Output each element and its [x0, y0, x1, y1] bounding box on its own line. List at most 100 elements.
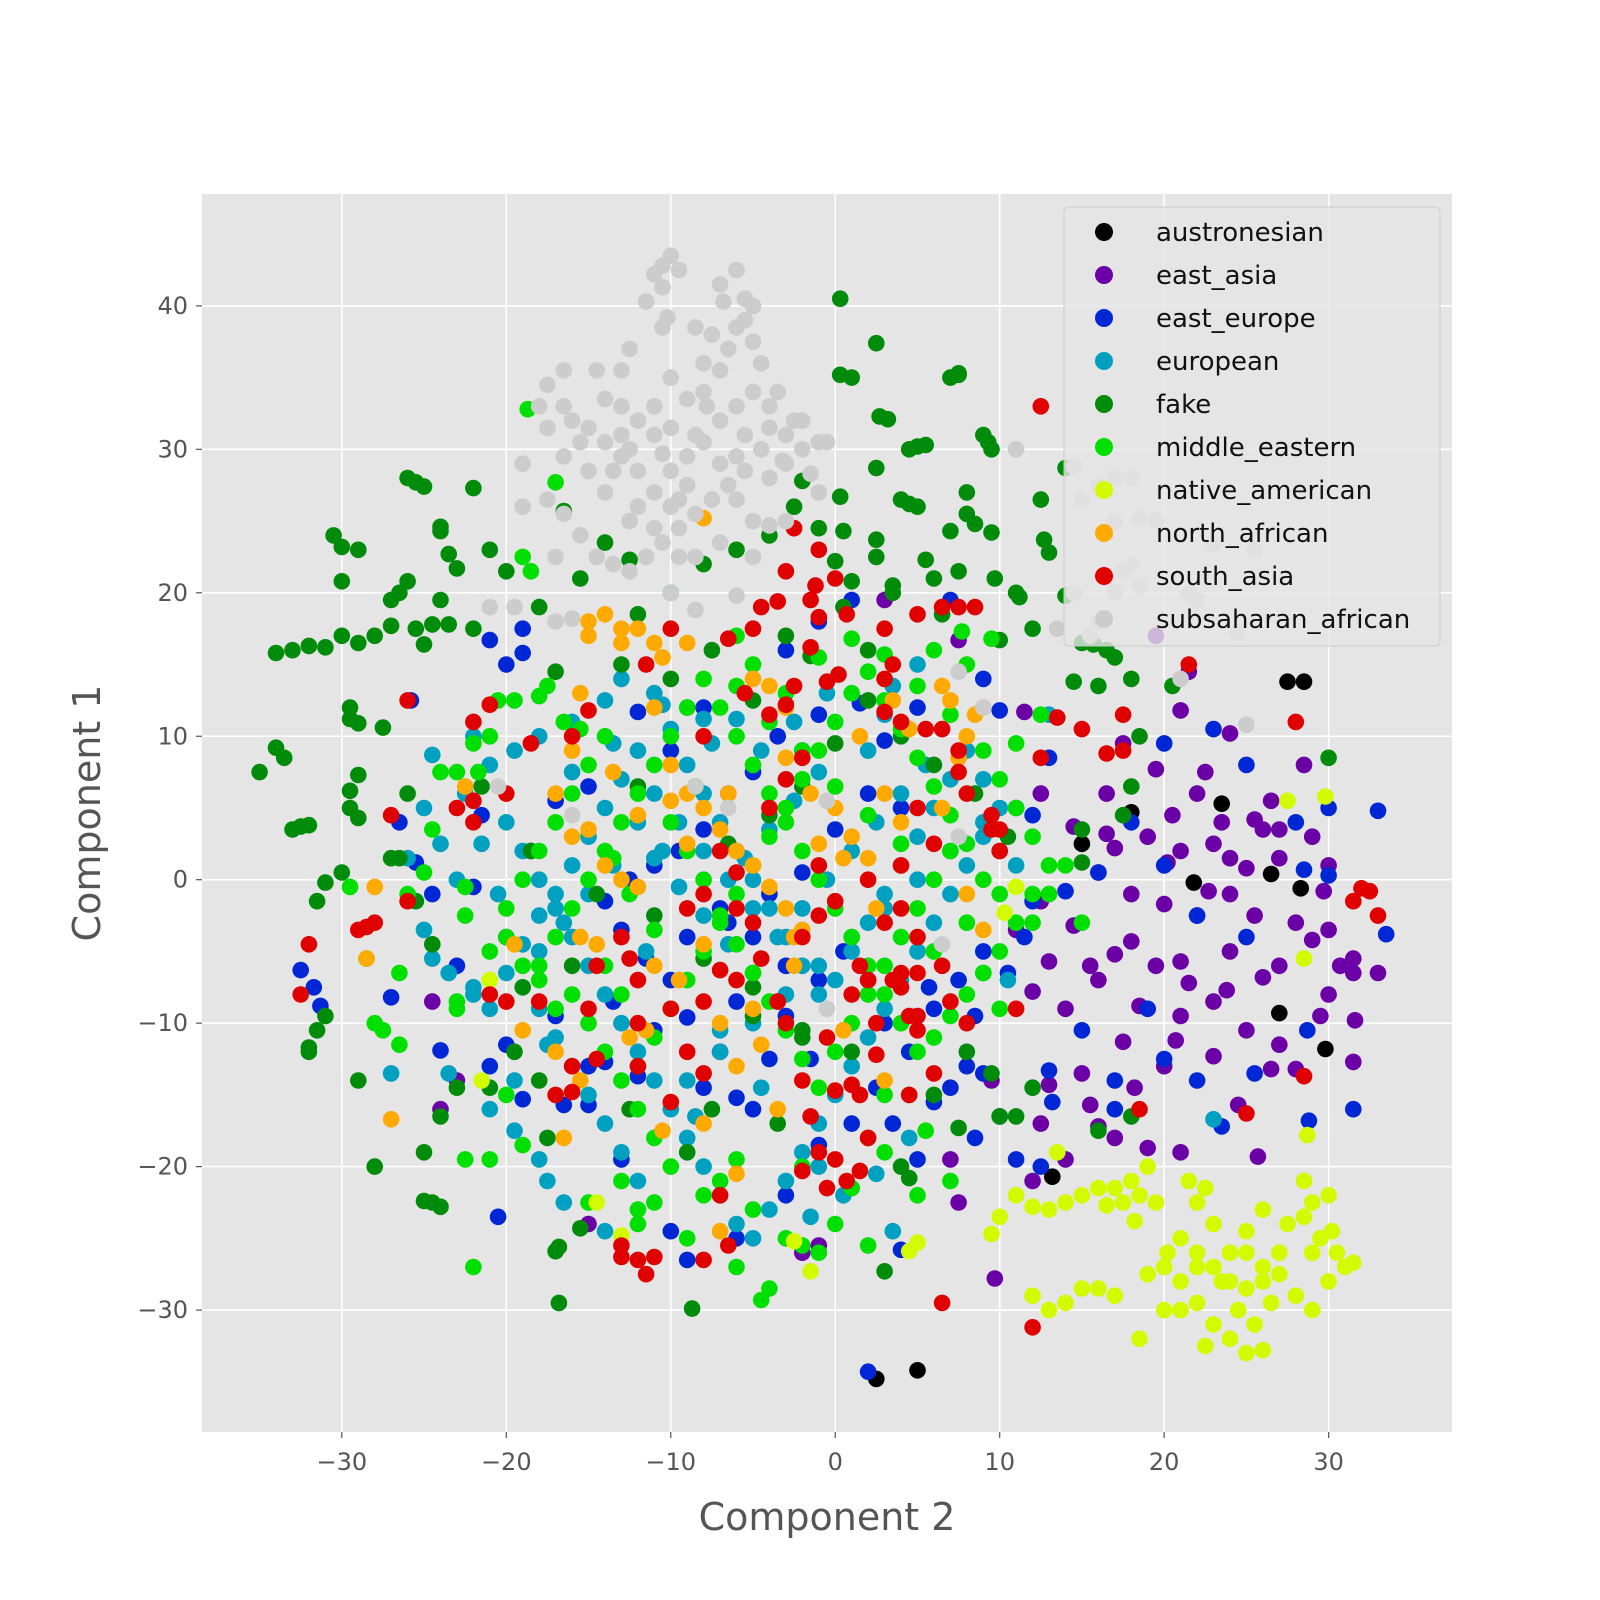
scatter-point-fake — [498, 563, 515, 580]
scatter-point-middle_eastern — [744, 756, 762, 774]
scatter-point-subsaharan_african — [761, 517, 778, 534]
scatter-point-north_african — [958, 885, 976, 903]
scatter-point-native_american — [1221, 1244, 1239, 1261]
scatter-point-european — [530, 871, 548, 888]
scatter-point-fake — [986, 570, 1004, 587]
scatter-point-fake — [983, 441, 1000, 458]
scatter-point-fake — [621, 551, 638, 569]
scatter-point-european — [810, 1158, 828, 1175]
scatter-point-middle_eastern — [876, 986, 893, 1003]
scatter-point-fake — [1035, 531, 1053, 548]
scatter-point-subsaharan_african — [794, 412, 811, 430]
scatter-point-north_african — [646, 634, 663, 652]
scatter-point-east_asia — [1271, 821, 1288, 838]
scatter-point-fake — [1073, 854, 1091, 871]
scatter-point-east_asia — [1073, 1065, 1091, 1082]
scatter-point-fake — [465, 479, 482, 497]
scatter-point-south_asia — [382, 806, 400, 824]
scatter-point-fake — [826, 552, 844, 570]
scatter-point-north_african — [761, 677, 778, 695]
scatter-point-fake — [917, 436, 934, 454]
scatter-point-subsaharan_african — [687, 426, 704, 444]
scatter-point-fake — [966, 515, 984, 533]
x-tick-label: −30 — [316, 1448, 367, 1476]
scatter-point-east_asia — [1081, 957, 1099, 975]
scatter-point-european — [539, 1172, 556, 1190]
scatter-point-fake — [350, 766, 367, 784]
scatter-point-south_asia — [851, 957, 869, 975]
scatter-point-subsaharan_african — [794, 441, 811, 458]
scatter-point-east_europe — [424, 885, 441, 903]
scatter-point-fake — [942, 522, 959, 540]
scatter-point-south_asia — [522, 735, 540, 752]
scatter-point-fake — [374, 719, 392, 736]
scatter-point-east_asia — [1106, 1129, 1124, 1147]
scatter-point-european — [728, 1215, 745, 1233]
scatter-point-middle_eastern — [826, 1043, 844, 1061]
scatter-point-east_europe — [909, 699, 926, 716]
scatter-point-north_african — [629, 620, 647, 637]
scatter-point-european — [843, 943, 860, 960]
scatter-point-austronesian — [1185, 874, 1203, 891]
scatter-point-subsaharan_african — [563, 610, 581, 627]
scatter-point-european — [695, 1158, 712, 1175]
scatter-point-fake — [448, 560, 466, 577]
scatter-point-fake — [415, 478, 433, 495]
scatter-point-fake — [325, 527, 342, 544]
scatter-point-north_african — [588, 936, 605, 953]
scatter-point-european — [563, 857, 581, 874]
scatter-point-native_american — [1197, 1337, 1214, 1355]
scatter-point-east_asia — [1106, 946, 1124, 963]
scatter-point-fake — [868, 334, 885, 352]
scatter-point-east_europe — [514, 1090, 531, 1108]
scatter-point-middle_eastern — [629, 1215, 647, 1233]
scatter-point-middle_eastern — [942, 1007, 959, 1025]
scatter-point-middle_eastern — [958, 914, 976, 931]
scatter-point-subsaharan_african — [761, 419, 778, 437]
scatter-point-south_asia — [1180, 656, 1198, 673]
scatter-point-fake — [831, 290, 849, 308]
scatter-point-native_american — [1172, 1301, 1189, 1319]
scatter-point-native_american — [1180, 1172, 1198, 1190]
scatter-point-subsaharan_african — [695, 355, 712, 372]
y-tick-label: 0 — [173, 866, 188, 894]
scatter-point-european — [678, 756, 696, 774]
scatter-point-south_asia — [876, 703, 893, 721]
scatter-point-north_african — [892, 814, 910, 831]
scatter-point-east_europe — [826, 821, 844, 838]
scatter-point-subsaharan_african — [654, 534, 671, 551]
scatter-point-east_asia — [1238, 1022, 1255, 1039]
scatter-point-middle_eastern — [942, 706, 959, 723]
scatter-point-south_asia — [563, 1083, 581, 1101]
scatter-point-north_african — [366, 878, 384, 896]
scatter-point-south_asia — [613, 1237, 630, 1254]
scatter-point-south_asia — [588, 1050, 605, 1068]
scatter-point-subsaharan_african — [670, 519, 688, 537]
scatter-point-fake — [596, 534, 614, 551]
scatter-point-native_american — [1317, 788, 1334, 805]
scatter-point-north_african — [835, 849, 852, 867]
scatter-point-south_asia — [950, 763, 967, 781]
scatter-point-subsaharan_african — [711, 455, 729, 473]
scatter-point-middle_eastern — [975, 742, 992, 759]
scatter-point-south_asia — [769, 593, 786, 610]
scatter-point-east_asia — [1123, 885, 1140, 903]
scatter-point-east_asia — [1200, 882, 1217, 900]
scatter-point-fake — [251, 763, 268, 781]
scatter-point-south_asia — [744, 914, 762, 931]
scatter-point-east_europe — [1139, 1000, 1156, 1018]
scatter-point-fake — [1090, 1122, 1107, 1139]
scatter-point-fake — [1011, 588, 1028, 606]
scatter-point-south_asia — [838, 606, 855, 623]
scatter-point-east_europe — [777, 1187, 795, 1204]
scatter-point-east_europe — [1057, 882, 1074, 900]
scatter-point-south_asia — [1369, 907, 1387, 924]
scatter-point-native_american — [1205, 1215, 1222, 1233]
data-points — [251, 247, 1395, 1388]
scatter-point-subsaharan_african — [950, 828, 967, 845]
scatter-point-fake — [572, 570, 589, 587]
scatter-point-middle_eastern — [424, 821, 441, 838]
legend-marker-north_african — [1095, 524, 1113, 542]
scatter-point-european — [424, 746, 441, 764]
scatter-point-austronesian — [1213, 795, 1230, 812]
